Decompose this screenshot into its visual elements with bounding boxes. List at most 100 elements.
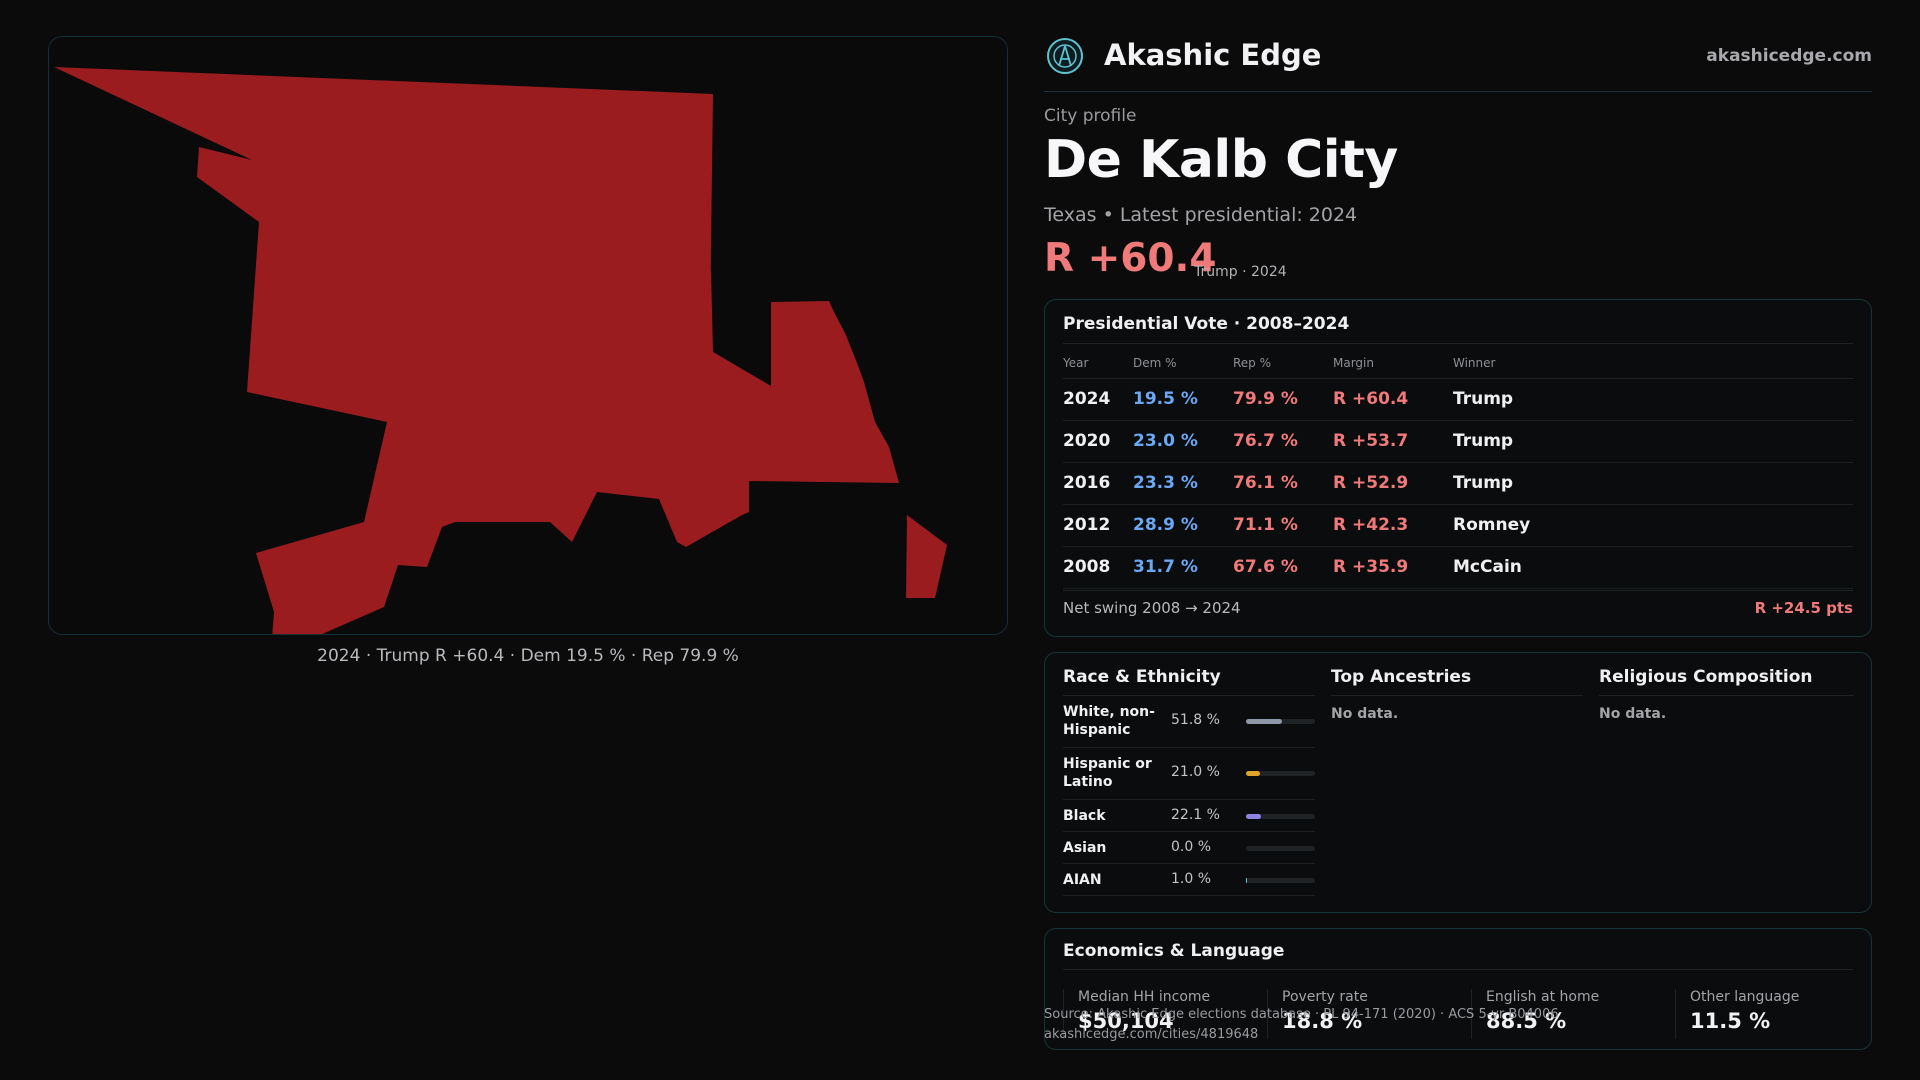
race-percent: 1.0 % (1171, 871, 1212, 887)
cell-margin: R +60.4 (1333, 378, 1453, 421)
profile-panel: Akashic Edge akashicedge.com City profil… (1044, 0, 1872, 1080)
cell-year: 2024 (1063, 378, 1133, 421)
presidential-vote-title: Presidential Vote · 2008–2024 (1063, 314, 1350, 334)
table-row: 2020 23.0 % 76.7 % R +53.7 Trump (1063, 420, 1853, 463)
source-note: Source: Akashic Edge elections database … (1044, 1005, 1559, 1045)
presidential-vote-table: Year Dem % Rep % Margin Winner 2024 19.5… (1063, 348, 1853, 589)
brand-name: Akashic Edge (1104, 38, 1322, 72)
race-row: Black 22.1 % (1063, 800, 1315, 832)
table-row: 2024 19.5 % 79.9 % R +60.4 Trump (1063, 378, 1853, 421)
economics-title: Economics & Language (1063, 941, 1285, 961)
stat-median-income: Median HH income $50,104 (1063, 989, 1267, 1039)
race-label: White, non-Hispanic (1063, 704, 1155, 738)
race-bar (1246, 878, 1315, 883)
race-ethnicity-title: Race & Ethnicity (1063, 667, 1315, 696)
stat-label: Poverty rate (1282, 989, 1368, 1005)
economics-card: Economics & Language Median HH income $5… (1044, 928, 1872, 1050)
cell-dem: 23.3 % (1133, 462, 1233, 505)
cell-rep: 67.6 % (1233, 546, 1333, 589)
stat-value: 11.5 % (1690, 1009, 1771, 1033)
cell-winner: Trump (1453, 378, 1853, 421)
cell-margin: R +42.3 (1333, 504, 1453, 547)
cell-year: 2012 (1063, 504, 1133, 547)
race-percent: 21.0 % (1171, 764, 1220, 780)
cell-dem: 23.0 % (1133, 420, 1233, 463)
cell-rep: 76.7 % (1233, 420, 1333, 463)
race-row: White, non-Hispanic 51.8 % (1063, 696, 1315, 748)
brand-url[interactable]: akashicedge.com (1706, 46, 1872, 66)
race-ethnicity-section: Race & Ethnicity White, non-Hispanic 51.8… (1063, 667, 1315, 896)
col-year: Year (1063, 348, 1133, 379)
race-bar-fill (1246, 814, 1262, 819)
cell-dem: 28.9 % (1133, 504, 1233, 547)
cell-winner: McCain (1453, 546, 1853, 589)
cell-margin: R +52.9 (1333, 462, 1453, 505)
net-swing-row: Net swing 2008 → 2024 R +24.5 pts (1063, 590, 1853, 620)
source-url[interactable]: akashicedge.com/cities/4819648 (1044, 1027, 1259, 1042)
page-title: De Kalb City (1044, 130, 1398, 190)
page-subtitle: Texas • Latest presidential: 2024 (1044, 204, 1357, 226)
map-caption: 2024 · Trump R +60.4 · Dem 19.5 % · Rep … (317, 646, 739, 666)
stat-label: Median HH income (1078, 989, 1211, 1005)
religion-empty: No data. (1599, 706, 1667, 722)
col-margin: Margin (1333, 348, 1453, 379)
stat-english-home: English at home 88.5 % (1471, 989, 1675, 1039)
presidential-vote-card: Presidential Vote · 2008–2024 Year Dem %… (1044, 299, 1872, 637)
cell-rep: 71.1 % (1233, 504, 1333, 547)
city-map (48, 36, 1008, 635)
title-divider (1063, 969, 1853, 970)
page-kicker: City profile (1044, 106, 1137, 126)
cell-dem: 19.5 % (1133, 378, 1233, 421)
city-boundary-shape (54, 67, 899, 634)
cell-margin: R +53.7 (1333, 420, 1453, 463)
race-bar-fill (1246, 878, 1247, 883)
cell-rep: 79.9 % (1233, 378, 1333, 421)
cell-year: 2020 (1063, 420, 1133, 463)
race-row: AIAN 1.0 % (1063, 864, 1315, 896)
city-boundary-enclave (906, 515, 947, 598)
race-label: Asian (1063, 840, 1107, 856)
race-row: Asian 0.0 % (1063, 832, 1315, 864)
latest-election: • Latest presidential: 2024 (1102, 204, 1358, 226)
stat-label: Other language (1690, 989, 1800, 1005)
header-divider (1044, 91, 1872, 92)
race-percent: 0.0 % (1171, 839, 1212, 855)
race-bar (1246, 719, 1315, 724)
race-percent: 51.8 % (1171, 712, 1220, 728)
cell-winner: Romney (1453, 504, 1853, 547)
brand-header: Akashic Edge akashicedge.com (1044, 36, 1872, 76)
race-percent: 22.1 % (1171, 807, 1220, 823)
akashic-logo-icon (1047, 38, 1083, 74)
source-text: Source: Akashic Edge elections database … (1044, 1007, 1559, 1022)
table-row: 2012 28.9 % 71.1 % R +42.3 Romney (1063, 504, 1853, 547)
race-label: Hispanic or Latino (1063, 756, 1152, 790)
table-header-row: Year Dem % Rep % Margin Winner (1063, 348, 1853, 379)
cell-year: 2016 (1063, 462, 1133, 505)
stat-poverty-rate: Poverty rate 18.8 % (1267, 989, 1471, 1039)
stat-value: $50,104 (1078, 1009, 1174, 1033)
religion-section: Religious Composition No data. (1599, 667, 1854, 722)
race-bar-fill (1246, 771, 1261, 776)
table-row: 2016 23.3 % 76.1 % R +52.9 Trump (1063, 462, 1853, 505)
table-row: 2008 31.7 % 67.6 % R +35.9 McCain (1063, 546, 1853, 589)
state-name: Texas (1044, 204, 1097, 226)
cell-winner: Trump (1453, 420, 1853, 463)
cell-margin: R +35.9 (1333, 546, 1453, 589)
cell-dem: 31.7 % (1133, 546, 1233, 589)
net-swing-value: R +24.5 pts (1754, 599, 1853, 617)
net-swing-label: Net swing 2008 → 2024 (1063, 599, 1241, 617)
cell-rep: 76.1 % (1233, 462, 1333, 505)
latest-margin-note: Trump · 2024 (1194, 264, 1287, 280)
stat-value: 88.5 % (1486, 1009, 1567, 1033)
stat-value: 18.8 % (1282, 1009, 1363, 1033)
cell-year: 2008 (1063, 546, 1133, 589)
race-label: AIAN (1063, 872, 1102, 888)
ancestries-section: Top Ancestries No data. (1331, 667, 1583, 722)
latest-margin: R +60.4 (1044, 236, 1217, 281)
cell-winner: Trump (1453, 462, 1853, 505)
stat-other-language: Other language 11.5 % (1675, 989, 1879, 1039)
race-bar (1246, 771, 1315, 776)
religion-title: Religious Composition (1599, 667, 1854, 696)
ancestries-title: Top Ancestries (1331, 667, 1583, 696)
race-list: White, non-Hispanic 51.8 % Hispanic or Lat… (1063, 696, 1315, 896)
